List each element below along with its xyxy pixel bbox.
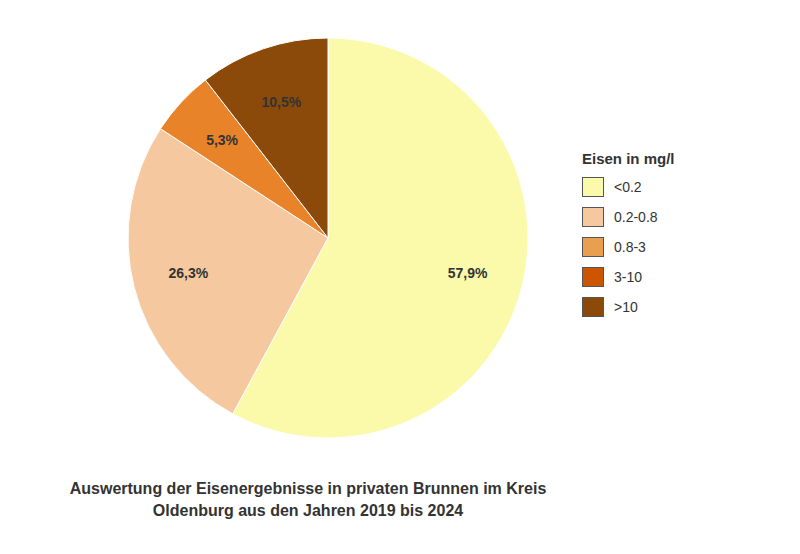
svg-text:57,9%: 57,9% (448, 265, 488, 281)
html-text:Eisen in mg/l: Eisen in mg/l (582, 149, 675, 167)
html-text:<0.2: <0.2 (614, 178, 642, 195)
html-text:>10: >10 (614, 298, 638, 315)
svg-text:10,5%: 10,5% (262, 94, 302, 110)
html-text:0.2-0.8: 0.2-0.8 (614, 208, 658, 225)
html-text:Auswertung der Eisenergebnisse: Auswertung der Eisenergebnisse in privat… (69, 480, 547, 519)
svg-text:26,3%: 26,3% (169, 265, 209, 281)
svg-text:5,3%: 5,3% (206, 132, 238, 148)
html-text:3-10: 3-10 (614, 268, 642, 285)
html-text:0.8-3: 0.8-3 (614, 238, 646, 255)
